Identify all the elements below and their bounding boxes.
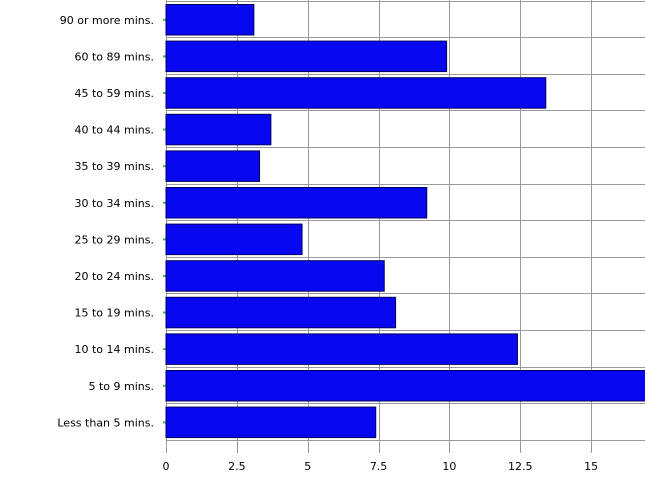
category-label: 30 to 34 mins.: [75, 197, 155, 210]
bar: [165, 333, 518, 365]
bar: [165, 150, 261, 182]
bar: [165, 187, 428, 219]
bar: [165, 40, 448, 73]
category-label: 40 to 44 mins.: [75, 124, 155, 137]
x-tick-label: 5: [304, 460, 311, 473]
bar: [165, 370, 645, 402]
category-label: 20 to 24 mins.: [75, 270, 155, 283]
bar: [165, 260, 385, 292]
x-tick-label: 15: [584, 460, 598, 473]
x-tick-labels: 0 2.5 5 7.5 10 12.5 15: [163, 460, 599, 473]
category-labels: 90 or more mins. 60 to 89 mins. 45 to 59 m…: [57, 14, 154, 430]
x-tick-label: 2.5: [228, 460, 246, 473]
category-label: 60 to 89 mins.: [75, 50, 155, 63]
bar: [165, 4, 255, 36]
bar: [165, 77, 547, 109]
bar: [165, 406, 377, 439]
category-label: Less than 5 mins.: [57, 416, 154, 429]
category-label: 5 to 9 mins.: [88, 380, 154, 393]
bar: [165, 113, 272, 146]
category-label: 10 to 14 mins.: [75, 343, 155, 356]
category-label: 25 to 29 mins.: [75, 233, 155, 246]
bars: [165, 4, 645, 439]
x-tick-label: 10: [442, 460, 456, 473]
x-tick-label: 12.5: [508, 460, 533, 473]
category-label: 45 to 59 mins.: [75, 87, 155, 100]
category-label: 90 or more mins.: [60, 14, 154, 27]
bar: [165, 296, 397, 329]
category-label: 35 to 39 mins.: [75, 160, 155, 173]
x-tick-label: 7.5: [370, 460, 388, 473]
x-tick-label: 0: [163, 460, 170, 473]
grid-lines: [163, 0, 645, 453]
category-label: 15 to 19 mins.: [75, 307, 155, 320]
bar: [165, 223, 303, 256]
